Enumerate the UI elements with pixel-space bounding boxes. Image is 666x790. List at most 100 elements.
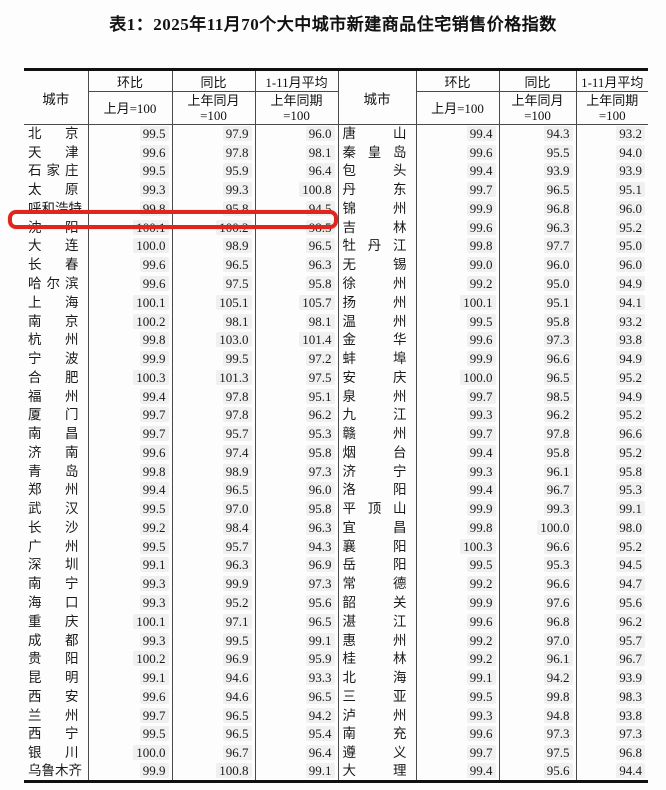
index-value: 98.4: [172, 518, 256, 538]
page-title: 表1：2025年11月70个大中城市新建商品住宅销售价格指数: [109, 15, 557, 34]
city-name: 杭州: [24, 330, 89, 350]
index-value: 94.2: [499, 668, 577, 688]
index-value: 97.5: [255, 368, 339, 388]
index-value: 94.4: [576, 763, 648, 782]
city-name: 青岛: [24, 462, 89, 482]
index-value: 97.9: [172, 124, 256, 144]
city-name: 重庆: [24, 612, 89, 632]
index-value: 95.8: [499, 443, 577, 463]
index-value: 99.3: [88, 593, 173, 613]
avg-header-left: 1-11月平均: [255, 69, 339, 92]
city-name: 兰州: [24, 706, 89, 725]
index-value: 99.4: [88, 481, 173, 500]
index-value: 93.9: [499, 162, 577, 181]
index-value: 94.0: [576, 143, 648, 162]
city-name: 九江: [338, 405, 417, 425]
index-value: 96.3: [255, 255, 339, 275]
avg-base-left: 上年同期 =100: [255, 91, 339, 125]
index-value: 99.8: [88, 462, 173, 482]
index-value: 95.9: [172, 162, 256, 181]
city-name: 南宁: [24, 574, 89, 594]
index-value: 95.8: [576, 462, 648, 481]
table-row: 南宁 99.3 99.9 97.3 常德 99.2 96.6 94.7: [24, 574, 648, 594]
index-value: 99.6: [416, 143, 500, 163]
index-value: 93.9: [576, 669, 648, 688]
index-value: 96.2: [499, 405, 577, 425]
index-value: 99.7: [416, 424, 500, 444]
table-row: 郑州 99.4 96.5 96.0 洛阳 99.4 96.7 95.3: [24, 481, 648, 500]
city-name: 呼和浩特: [24, 199, 89, 219]
index-value: 99.1: [255, 631, 339, 650]
index-value: 95.2: [576, 537, 648, 556]
index-value: 96.3: [255, 518, 339, 538]
index-value: 99.6: [88, 687, 173, 707]
index-value: 100.0: [88, 237, 173, 256]
table-row: 石家庄 99.5 95.9 96.4 包头 99.4 93.9 93.9: [24, 162, 648, 181]
city-name: 温州: [338, 312, 417, 331]
yoy-base-right: 上年同月 =100: [499, 91, 577, 125]
index-value: 97.5: [172, 274, 256, 294]
city-name: 徐州: [338, 274, 417, 294]
index-value: 99.3: [416, 405, 500, 425]
table-row: 重庆 100.1 97.1 96.5 湛江 99.6 96.8 96.2: [24, 612, 648, 632]
city-name: 福州: [24, 387, 89, 406]
city-name: 厦门: [24, 405, 89, 425]
index-value: 99.2: [416, 631, 500, 650]
index-value: 99.9: [88, 762, 173, 782]
table-row: 太原 99.3 99.3 100.8 丹东 99.7 96.5 95.1: [24, 180, 648, 200]
index-value: 99.3: [88, 631, 173, 650]
city-name: 成都: [24, 631, 89, 650]
index-value: 99.8: [499, 687, 577, 707]
index-value: 95.8: [255, 274, 339, 294]
index-value: 97.3: [499, 330, 577, 350]
index-value: 97.8: [172, 405, 256, 425]
index-value: 95.8: [172, 199, 256, 219]
index-value: 100.0: [88, 743, 173, 763]
index-value: 96.5: [172, 481, 256, 500]
index-value: 100.2: [88, 312, 173, 331]
city-name: 大连: [24, 237, 89, 256]
index-value: 99.4: [88, 387, 173, 406]
table-row: 北京 99.5 97.9 96.0 唐山 99.4 94.3 93.2: [24, 124, 648, 144]
city-column-header-left: 城市: [24, 69, 89, 125]
index-value: 99.3: [499, 499, 577, 519]
index-value: 96.5: [499, 180, 577, 200]
index-value: 97.7: [499, 237, 577, 256]
index-value: 105.1: [172, 293, 256, 313]
index-value: 95.7: [172, 537, 256, 557]
table-row: 武汉 99.5 97.0 95.8 平顶山 99.9 99.3 99.1: [24, 499, 648, 519]
table-row: 西宁 99.5 96.5 95.4 南充 99.6 97.3 97.3: [24, 725, 648, 744]
index-value: 97.3: [499, 725, 577, 744]
city-name: 湛江: [338, 612, 417, 632]
index-value: 97.4: [172, 443, 256, 463]
index-value: 99.3: [88, 180, 173, 200]
index-value: 99.7: [88, 424, 173, 444]
table-row: 西安 99.6 94.6 96.5 三亚 99.5 99.8 98.3: [24, 687, 648, 707]
index-value: 95.7: [576, 631, 648, 650]
index-value: 99.4: [416, 443, 500, 463]
index-value: 94.8: [499, 706, 577, 725]
index-value: 99.5: [88, 725, 173, 744]
table-row: 上海 100.1 105.1 105.7 扬州 100.1 95.1 94.1: [24, 293, 648, 313]
index-value: 99.1: [88, 556, 173, 575]
city-name: 无锡: [338, 255, 417, 275]
city-name: 沈阳: [24, 218, 89, 238]
city-name: 南京: [24, 312, 89, 331]
index-value: 99.7: [88, 405, 173, 425]
index-value: 94.9: [576, 275, 648, 294]
index-value: 96.2: [576, 612, 648, 631]
table-row: 南昌 99.7 95.7 95.3 赣州 99.7 97.8 96.6: [24, 424, 648, 444]
city-name: 吉林: [338, 218, 417, 238]
index-value: 94.2: [255, 706, 339, 725]
table-row: 福州 99.4 97.8 95.1 泉州 99.7 98.5 94.9: [24, 387, 648, 406]
index-value: 99.2: [416, 649, 500, 669]
index-value: 93.2: [576, 312, 648, 331]
index-value: 98.9: [172, 462, 256, 482]
city-name: 武汉: [24, 499, 89, 519]
city-name: 锦州: [338, 199, 417, 219]
city-name: 金华: [338, 330, 417, 350]
index-value: 95.6: [576, 594, 648, 613]
index-value: 96.5: [255, 687, 339, 707]
index-value: 99.5: [172, 631, 256, 650]
index-value: 95.2: [576, 444, 648, 463]
